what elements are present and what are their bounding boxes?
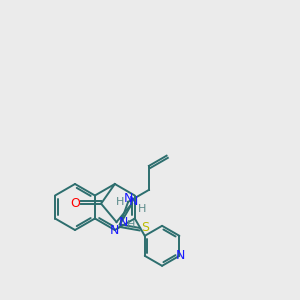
Text: H: H [138, 204, 146, 214]
Text: N: N [110, 224, 119, 238]
Text: N: N [129, 195, 139, 208]
Text: H: H [127, 220, 136, 230]
Text: N: N [119, 215, 128, 229]
Text: H: H [116, 197, 124, 207]
Text: N: N [176, 249, 185, 262]
Text: O: O [71, 197, 81, 210]
Text: S: S [141, 221, 149, 235]
Text: N: N [123, 192, 133, 206]
